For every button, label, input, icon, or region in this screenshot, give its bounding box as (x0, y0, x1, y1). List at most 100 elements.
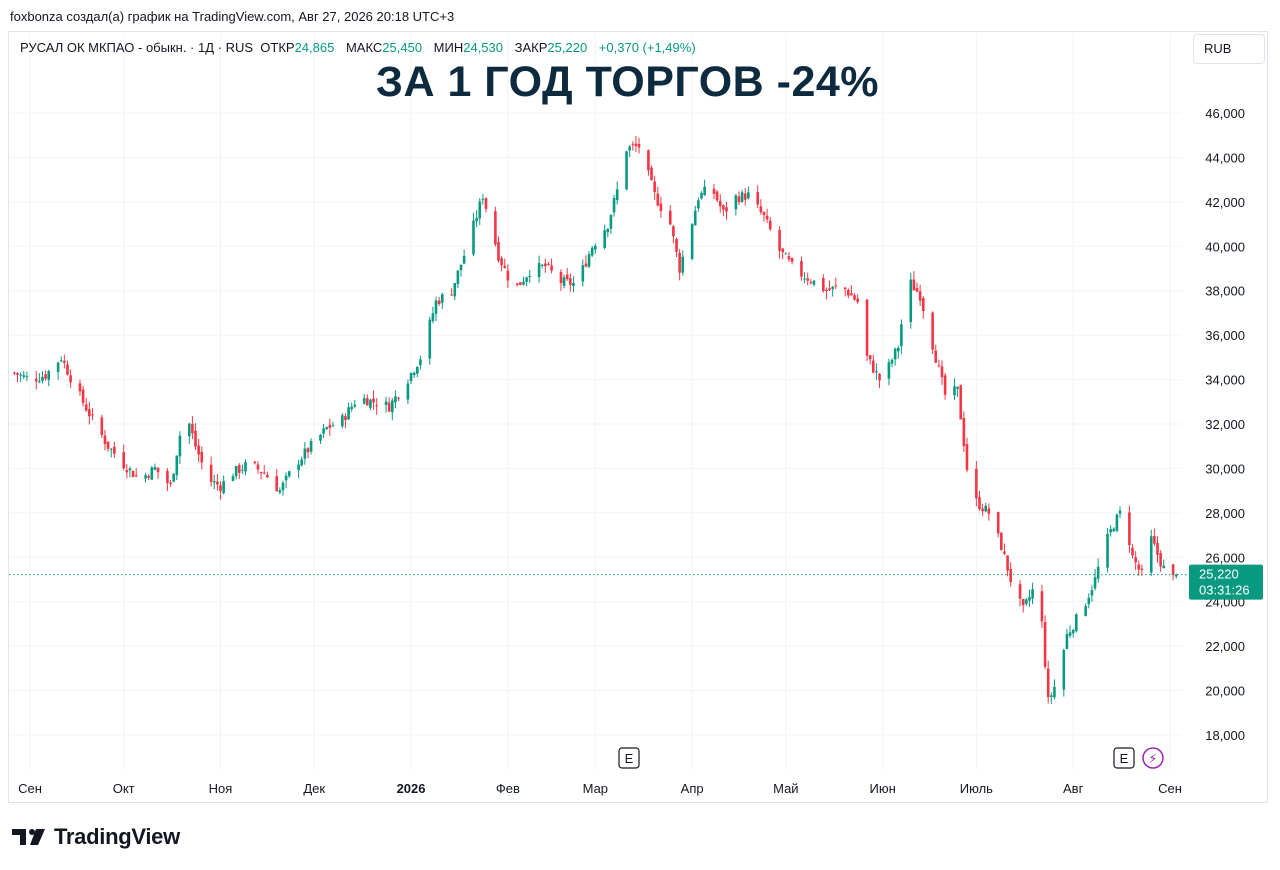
candle-body (150, 467, 154, 480)
candle-body (978, 496, 981, 510)
candle-body (959, 385, 963, 420)
candle-body (590, 247, 594, 256)
lightning-icon (1142, 747, 1164, 769)
candle-body (106, 441, 110, 449)
candle-body (878, 373, 881, 381)
candle-body (515, 283, 519, 286)
candle-body (853, 295, 856, 300)
candle-body (981, 508, 984, 512)
candle-body (1031, 589, 1034, 599)
candle-body (153, 467, 157, 470)
candle-body (109, 448, 113, 450)
candle-body (759, 206, 763, 213)
high-value: 25,450 (382, 40, 423, 55)
attribution-text: foxbonza создал(а) график на TradingView… (10, 9, 455, 24)
candle-body (41, 376, 44, 381)
candle-body (756, 192, 760, 205)
candle-body (369, 399, 372, 408)
candle-body (484, 198, 488, 209)
candle-body (194, 430, 197, 447)
candle-body (768, 220, 772, 230)
candle-body (19, 374, 22, 376)
candle-body (800, 261, 803, 277)
candle-body (918, 291, 922, 301)
candle-body (528, 275, 532, 278)
y-tick-label: 46,000 (1205, 106, 1245, 121)
candle-body (544, 263, 547, 267)
candle-body (909, 279, 913, 323)
y-tick-label: 20,000 (1205, 684, 1245, 699)
candle-body (609, 214, 613, 229)
candle-body (562, 277, 566, 286)
candle-body (331, 425, 335, 427)
candle-body (956, 386, 959, 389)
candle-body (156, 467, 160, 473)
candle-body (890, 360, 894, 364)
candle-body (893, 348, 897, 360)
candle-body (166, 470, 169, 484)
candle-body (540, 264, 544, 266)
candle-body (740, 192, 744, 202)
candle-body (1006, 555, 1009, 571)
candle-body (475, 217, 478, 222)
candle-body (450, 294, 453, 296)
candle-body (781, 248, 785, 253)
candle-body (712, 188, 716, 194)
candle-body (440, 294, 444, 303)
candle-body (1068, 632, 1072, 636)
candle-body (434, 300, 438, 314)
candle-body (353, 404, 357, 407)
candle-body (647, 150, 650, 171)
candle-body (722, 205, 725, 210)
candle-body (606, 228, 610, 233)
candle-body (1112, 528, 1116, 532)
candle-body (697, 200, 700, 209)
candle-body (843, 287, 847, 290)
candle-body (172, 473, 175, 482)
candle-body (628, 146, 631, 151)
candle-body (1162, 565, 1166, 569)
candle-body (787, 256, 791, 260)
candle-body (103, 435, 107, 445)
candle-body (406, 383, 410, 400)
candle-body (725, 207, 728, 212)
tradingview-logo[interactable]: TradingView (12, 824, 180, 850)
x-tick-label: Авг (1063, 781, 1084, 796)
y-tick-label: 40,000 (1205, 239, 1245, 254)
candle-body (81, 389, 85, 403)
candle-body (896, 347, 900, 352)
candle-body (1149, 536, 1153, 573)
candle-body (693, 210, 697, 226)
candle-body (825, 289, 828, 291)
close-label: ЗАКР (514, 40, 548, 55)
candle-body (13, 372, 16, 374)
candle-body (690, 224, 694, 259)
y-tick-label: 44,000 (1205, 150, 1245, 165)
candle-body (200, 451, 204, 463)
candle-body (847, 289, 850, 296)
candle-body (915, 287, 919, 292)
candle-body (244, 462, 247, 472)
currency-button[interactable]: RUB (1193, 34, 1265, 64)
candle-body (1046, 668, 1050, 698)
candle-body (569, 277, 572, 285)
candle-body (865, 299, 869, 356)
candle-body (128, 468, 132, 471)
change-value: +0,370 (+1,49%) (598, 40, 696, 55)
candle-body (943, 375, 947, 395)
candle-body (38, 381, 41, 383)
candle-body (1053, 686, 1056, 698)
candle-body (1109, 529, 1112, 533)
candle-body (134, 475, 138, 477)
candle-body (306, 448, 310, 453)
lightning-icon-glyph: ⚡ (1148, 752, 1157, 767)
candle-body (765, 215, 769, 220)
candle-body (63, 360, 66, 363)
candle-body (637, 143, 641, 148)
y-tick-label: 26,000 (1205, 550, 1245, 565)
candle-body (1021, 599, 1025, 606)
candle-body (975, 468, 978, 499)
candle-body (921, 298, 925, 312)
